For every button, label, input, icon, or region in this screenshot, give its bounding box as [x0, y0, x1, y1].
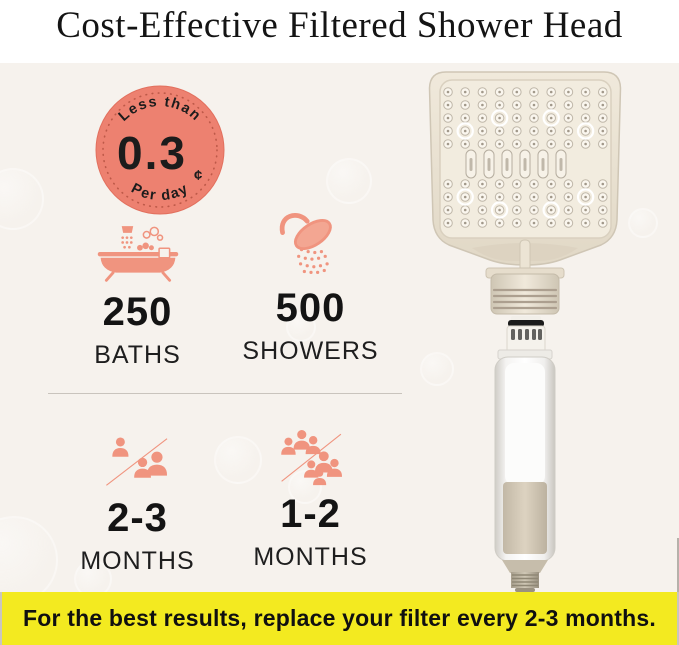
people-small-group-icon [100, 428, 175, 490]
stat-large-household: 1-2 MONTHS [228, 424, 393, 570]
stat-showers: 500 SHOWERS [228, 206, 393, 364]
image-edge-line [677, 538, 679, 592]
stat-baths: 250 BATHS [55, 210, 220, 368]
stat-value: 250 [102, 290, 173, 334]
bubble-decoration [0, 168, 44, 230]
stat-label: MONTHS [253, 543, 368, 571]
svg-text:Per day: Per day [128, 181, 191, 205]
stat-value: 500 [275, 286, 346, 330]
bubble-decoration [0, 516, 58, 604]
stat-label: SHOWERS [242, 337, 379, 365]
title-band: Cost-Effective Filtered Shower Head [0, 0, 679, 63]
stat-label: MONTHS [80, 547, 195, 575]
stat-label: BATHS [94, 341, 181, 369]
banner-text: For the best results, replace your filte… [22, 605, 656, 631]
section-divider [48, 393, 402, 394]
bottom-banner: For the best results, replace your filte… [0, 592, 679, 645]
stat-small-household: 2-3 MONTHS [55, 428, 220, 574]
badge-unit: ¢ [194, 167, 202, 184]
stat-value: 1-2 [280, 492, 341, 536]
stat-value: 2-3 [107, 496, 168, 540]
shower-head-product-photo [428, 71, 622, 592]
badge-bottom-text: Per day [128, 181, 190, 205]
people-large-group-icon [274, 424, 347, 486]
badge-value: 0.3 [117, 127, 187, 179]
bathtub-icon [92, 210, 184, 284]
bubble-decoration [326, 158, 372, 204]
cost-per-day-badge: Less than 0.3 ¢ Per day [95, 85, 225, 215]
page-title: Cost-Effective Filtered Shower Head [56, 5, 623, 46]
shower-head-icon [271, 206, 351, 280]
